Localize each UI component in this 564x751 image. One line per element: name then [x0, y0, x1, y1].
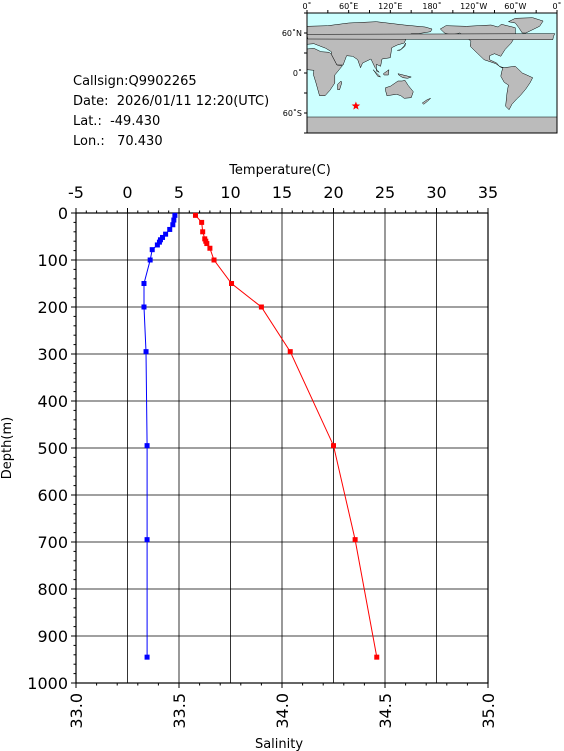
temperature-tick-label: 15 — [272, 183, 292, 202]
salinity-point — [154, 242, 160, 248]
temperature-point — [258, 304, 264, 310]
map-lon-label: 0˚ — [552, 1, 561, 11]
salinity-point — [172, 212, 178, 218]
temperature-point — [211, 257, 217, 263]
temperature-point — [199, 219, 205, 225]
temperature-point — [200, 229, 206, 235]
temperature-tick-label: 0 — [122, 183, 132, 202]
map-lon-label: 120˚W — [460, 1, 487, 11]
world-map: 0˚ 60˚E 120˚E 180˚ 120˚W 60˚W 0˚ 60˚N 0˚ 60˚S — [282, 1, 562, 134]
salinity-point — [141, 281, 147, 286]
salinity-point — [170, 222, 176, 228]
depth-tick-label: 800 — [37, 580, 68, 599]
map-land — [500, 66, 534, 111]
salinity-point — [144, 443, 150, 449]
callsign-text: Callsign:Q9902265 — [73, 74, 197, 89]
temperature-tick-label: 20 — [323, 183, 343, 202]
temperature-tick-label: 35 — [478, 183, 498, 202]
depth-tick-label: 400 — [37, 392, 68, 411]
depth-tick-label: 300 — [37, 345, 68, 364]
depth-tick-label: 500 — [37, 439, 68, 458]
station-marker-star — [351, 101, 361, 110]
map-lat-label: 60˚N — [282, 28, 302, 38]
lat-text: Lat.: -49.430 — [73, 114, 161, 129]
temperature-tick-label: 5 — [174, 183, 184, 202]
salinity-point — [163, 231, 169, 237]
map-lat-label: 0˚ — [293, 68, 302, 78]
map-land — [397, 73, 413, 79]
salinity-point — [143, 349, 149, 355]
map-land — [421, 98, 431, 105]
map-land — [385, 80, 414, 99]
salinity-point — [171, 217, 177, 223]
temperature-point — [287, 349, 293, 355]
temperature-point — [374, 654, 380, 660]
temperature-point — [192, 212, 198, 218]
depth-tick-label: 100 — [37, 251, 68, 270]
temperature-point — [229, 281, 235, 286]
salinity-tick-label: 34.0 — [273, 693, 292, 729]
temperature-point — [331, 443, 336, 449]
temperature-tick-label: 10 — [220, 183, 240, 202]
salinity-tick-label: 33.0 — [67, 693, 86, 729]
salinity-axis-title: Salinity — [255, 737, 303, 751]
salinity-point — [141, 304, 147, 310]
salinity-point — [149, 247, 155, 253]
temperature-tick-label: 25 — [375, 183, 395, 202]
map-lon-label: 0˚ — [302, 1, 311, 11]
salinity-tick-label: 35.0 — [479, 693, 498, 729]
depth-tick-label: 600 — [37, 486, 68, 505]
map-land — [306, 33, 556, 40]
depth-tick-label: 200 — [37, 298, 68, 317]
map-land — [507, 17, 544, 34]
temperature-point — [352, 537, 358, 543]
salinity-tick-label: 33.5 — [170, 693, 189, 729]
depth-tick-label: 1000 — [27, 674, 68, 693]
depth-tick-label: 0 — [58, 204, 68, 223]
map-lon-label: 180˚ — [422, 1, 441, 11]
salinity-point — [156, 239, 162, 245]
map-lon-label: 60˚E — [339, 1, 358, 11]
depth-tick-label: 900 — [37, 627, 68, 646]
salinity-tick-label: 34.5 — [376, 693, 395, 729]
map-land — [372, 69, 382, 78]
salinity-point — [144, 537, 150, 543]
date-text: Date: 2026/01/11 12:20(UTC) — [73, 94, 270, 109]
map-lat-label: 60˚S — [283, 108, 302, 118]
map-land — [383, 69, 390, 76]
depth-tick-label: 700 — [37, 533, 68, 552]
map-land — [337, 80, 342, 90]
map-land — [397, 42, 406, 51]
map-lon-label: 60˚W — [504, 1, 526, 11]
temperature-point — [207, 245, 213, 251]
depth-axis-title: Depth(m) — [0, 417, 15, 479]
salinity-point — [167, 226, 173, 232]
temperature-axis-title: Temperature(C) — [228, 163, 331, 178]
lon-text: Lon.: 70.430 — [73, 134, 163, 149]
temperature-tick-label: -5 — [68, 183, 84, 202]
salinity-point — [147, 257, 153, 263]
salinity-point — [144, 654, 150, 660]
map-land — [306, 48, 343, 96]
map-lon-label: 120˚E — [378, 1, 402, 11]
temperature-point — [204, 241, 210, 247]
temperature-tick-label: 30 — [426, 183, 446, 202]
